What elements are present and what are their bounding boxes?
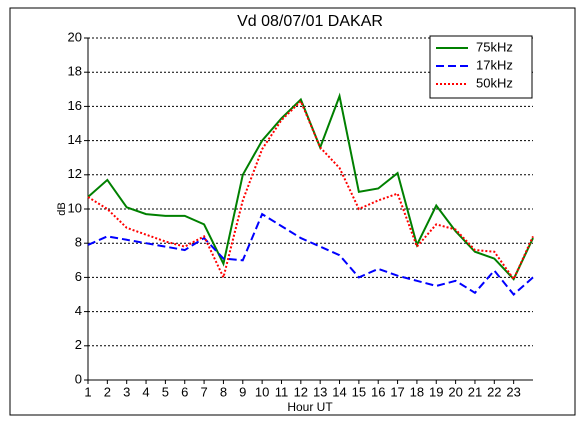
legend-label: 75kHz [476,39,513,54]
x-tick-label: 13 [313,384,327,399]
x-tick-label: 9 [239,384,246,399]
y-tick-label: 18 [68,64,82,79]
x-tick-label: 14 [332,384,346,399]
y-tick-label: 2 [75,337,82,352]
x-tick-label: 3 [123,384,130,399]
legend-label: 17kHz [476,57,513,72]
y-tick-label: 6 [75,269,82,284]
x-tick-label: 16 [371,384,385,399]
y-tick-label: 14 [68,132,82,147]
series-line [87,92,534,281]
y-axis-label: dB [56,202,68,215]
x-tick-label: 10 [255,384,269,399]
x-tick-label: 20 [448,384,462,399]
x-tick-label: 7 [200,384,207,399]
y-tick-label: 8 [75,235,82,250]
x-tick-label: 18 [410,384,424,399]
x-tick-label: 22 [487,384,501,399]
x-tick-label: 12 [294,384,308,399]
x-tick-label: 5 [162,384,169,399]
x-tick-label: 19 [429,384,443,399]
x-tick-label: 23 [506,384,520,399]
legend-label: 50kHz [476,75,513,90]
x-axis-label: Hour UT [287,400,333,414]
x-tick-label: 17 [390,384,404,399]
series-line [87,212,534,296]
y-tick-label: 4 [75,303,82,318]
y-tick-label: 0 [75,371,82,386]
x-tick-label: 6 [181,384,188,399]
y-tick-label: 12 [68,166,82,181]
y-tick-label: 16 [68,98,82,113]
x-tick-label: 15 [352,384,366,399]
y-tick-label: 20 [68,29,82,44]
x-tick-label: 21 [468,384,482,399]
chart-title: Vd 08/07/01 DAKAR [237,13,383,30]
x-tick-label: 4 [142,384,149,399]
legend-box [429,35,533,99]
x-tick-label: 2 [104,384,111,399]
x-tick-label: 11 [275,384,289,399]
x-tick-label: 8 [220,384,227,399]
y-tick-label: 10 [68,200,82,215]
x-tick-label: 1 [84,384,91,399]
